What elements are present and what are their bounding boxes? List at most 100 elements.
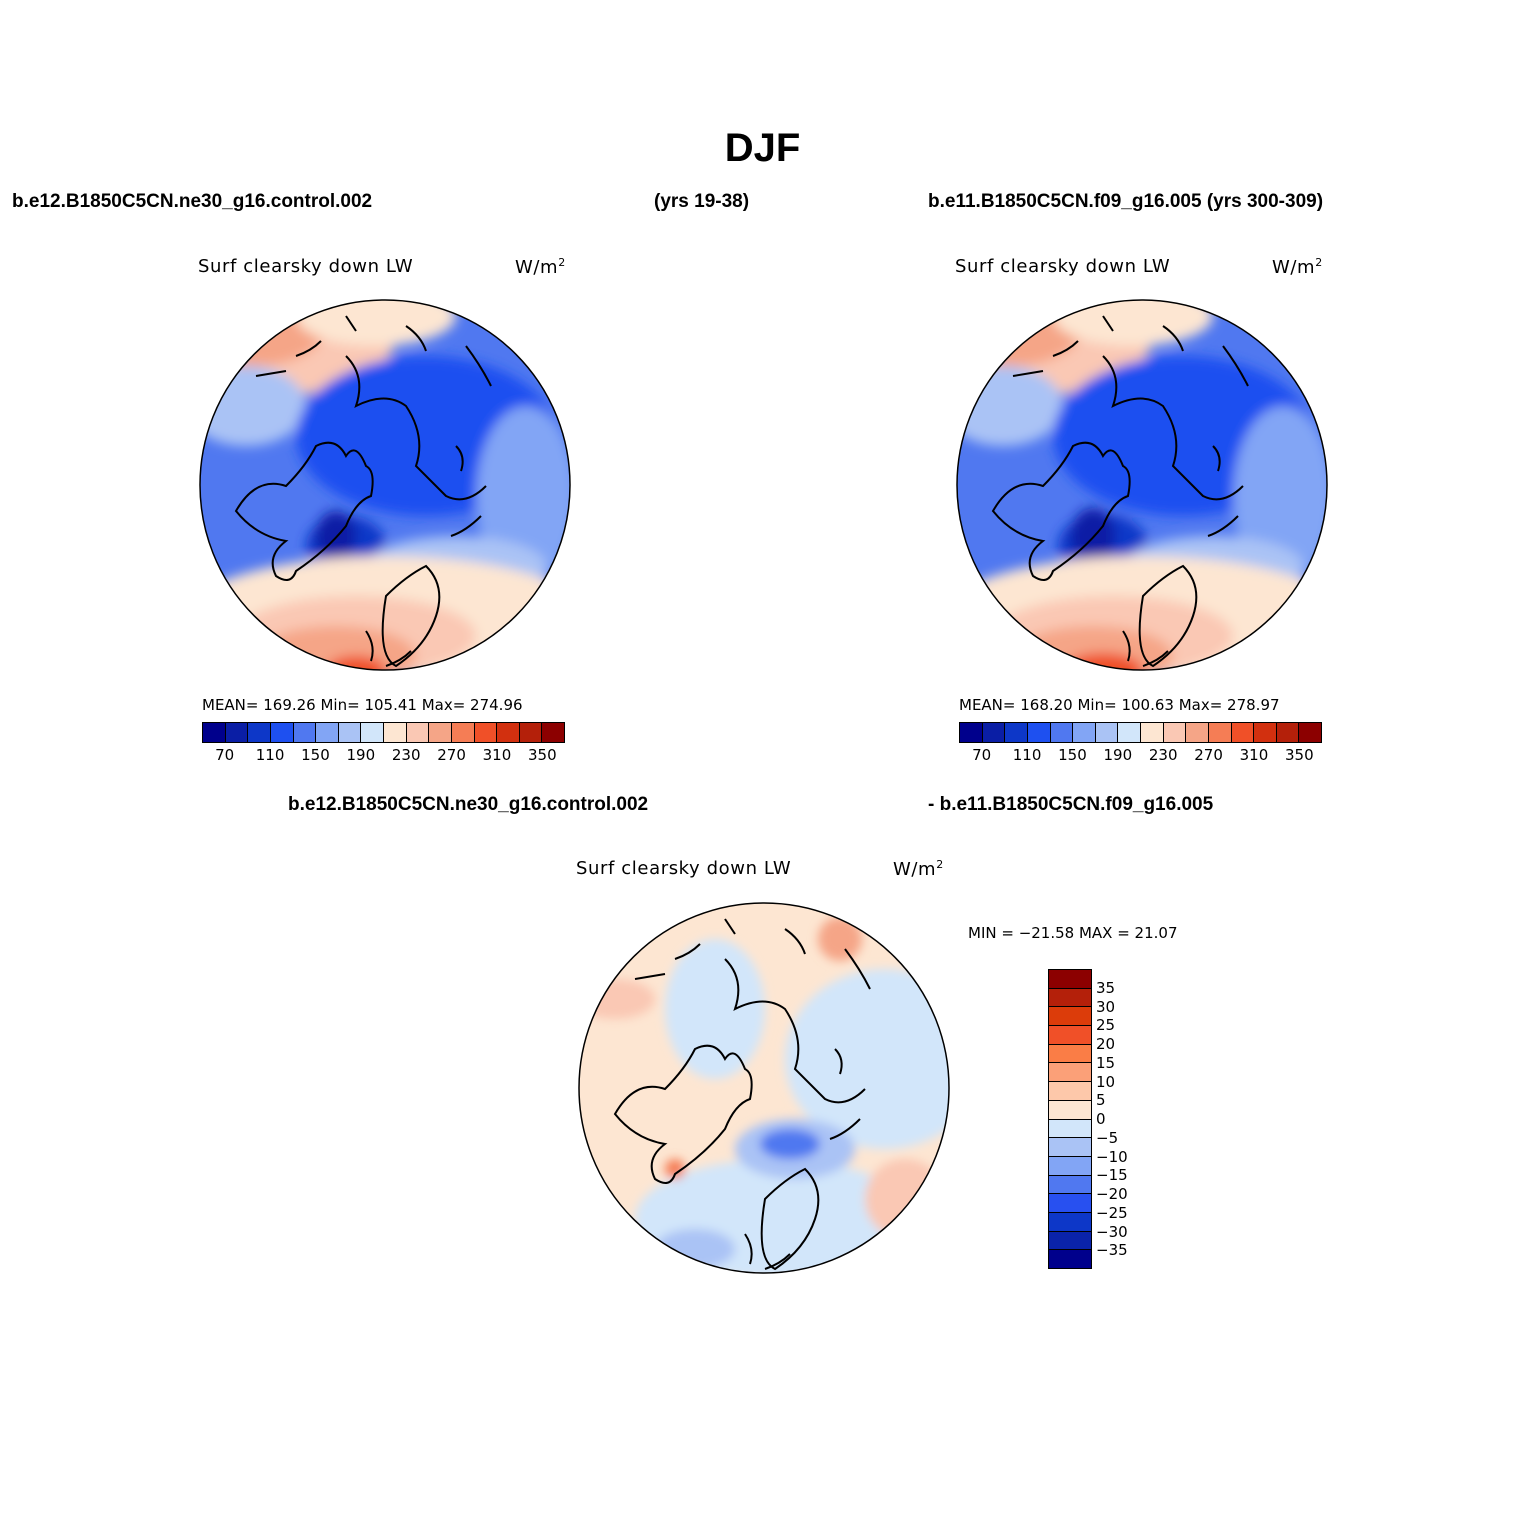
case2-name: b.e11.B1850C5CN.f09_g16.005 (yrs 300-309…: [928, 191, 1324, 212]
colorbar-box: [1049, 1100, 1091, 1120]
colorbar-box: [519, 723, 543, 742]
colorbar-box: [203, 723, 226, 742]
panel3-field: [579, 903, 949, 1273]
colorbar-box: [1186, 723, 1209, 742]
panel2-colorbar: [959, 722, 1322, 743]
colorbar-tick-label: 150: [1058, 746, 1087, 764]
colorbar-box: [338, 723, 362, 742]
case1-years: (yrs 19-38): [654, 191, 750, 212]
panel3-coastlines: [613, 918, 871, 1271]
colorbar-tick-label: 25: [1096, 1016, 1116, 1035]
colorbar-box: [1049, 1175, 1091, 1195]
diff-case1-name: b.e12.B1850C5CN.ne30_g16.control.002: [288, 794, 649, 815]
panel1-coastlines: [234, 315, 492, 668]
colorbar-box: [1049, 1063, 1091, 1083]
colorbar-box: [1049, 1007, 1091, 1027]
colorbar-tick-label: 30: [1096, 997, 1116, 1016]
colorbar-box: [406, 723, 430, 742]
colorbar-tick-label: 270: [437, 746, 466, 764]
panel3-colorbar: [1048, 969, 1092, 1269]
colorbar-box: [1027, 723, 1051, 742]
panel3-units: W/m2: [893, 858, 944, 880]
colorbar-box: [1095, 723, 1119, 742]
panel2-colorbar-labels: 70 110 150 190 230 270 310 350: [959, 746, 1322, 766]
colorbar-tick-label: 70: [972, 746, 992, 764]
panel2-coastlines: [991, 315, 1249, 668]
colorbar-tick-label: 70: [215, 746, 235, 764]
panel1-colorbar-labels: 70 110 150 190 230 270 310 350: [202, 746, 565, 766]
colorbar-box: [1005, 723, 1028, 742]
colorbar-box: [248, 723, 271, 742]
colorbar-box: [1141, 723, 1164, 742]
colorbar-box: [1231, 723, 1255, 742]
colorbar-tick-label: 230: [1148, 746, 1178, 764]
panel3-colorbar-labels: 35 30 25 20 15 10 5 0 −5 −10 −15 −20 −25 −30 −35: [1096, 969, 1156, 1269]
colorbar-box: [451, 723, 475, 742]
colorbar-tick-label: −25: [1096, 1203, 1128, 1222]
colorbar-box: [497, 723, 520, 742]
colorbar-box: [293, 723, 317, 742]
panel1-variable: Surf clearsky down LW: [198, 256, 414, 277]
colorbar-tick-label: 35: [1096, 978, 1116, 997]
colorbar-box: [1049, 1231, 1091, 1251]
colorbar-tick-label: 0: [1096, 1110, 1106, 1128]
panel3-stats: MIN = −21.58 MAX = 21.07: [968, 924, 1178, 942]
colorbar-tick-label: 15: [1096, 1053, 1116, 1072]
colorbar-box: [474, 723, 498, 742]
colorbar-tick-label: −10: [1096, 1147, 1128, 1166]
colorbar-box: [1049, 970, 1091, 989]
colorbar-tick-label: 5: [1096, 1091, 1106, 1110]
case1-name: b.e12.B1850C5CN.ne30_g16.control.002: [12, 191, 373, 212]
colorbar-box: [384, 723, 407, 742]
colorbar-box: [270, 723, 294, 742]
colorbar-box: [1049, 1194, 1091, 1213]
colorbar-tick-label: 150: [301, 746, 330, 764]
panel1-colorbar: [202, 722, 565, 743]
colorbar-box: [225, 723, 249, 742]
colorbar-box: [1299, 723, 1321, 742]
colorbar-tick-label: 310: [1239, 746, 1269, 764]
diff-case2-name: - b.e11.B1850C5CN.f09_g16.005: [928, 794, 1214, 815]
colorbar-tick-label: 190: [346, 746, 376, 764]
colorbar-box: [1254, 723, 1277, 742]
panel1-units: W/m2: [515, 256, 566, 278]
colorbar-box: [1073, 723, 1096, 742]
panel2-stats: MEAN= 168.20 Min= 100.63 Max= 278.97: [959, 696, 1280, 714]
colorbar-tick-label: −20: [1096, 1185, 1128, 1203]
colorbar-box: [316, 723, 339, 742]
panel2-map: [956, 299, 1328, 671]
colorbar-box: [1049, 1119, 1091, 1139]
colorbar-box: [1049, 1156, 1091, 1176]
colorbar-box: [429, 723, 452, 742]
colorbar-box: [1163, 723, 1187, 742]
colorbar-tick-label: 190: [1103, 746, 1133, 764]
colorbar-tick-label: 230: [391, 746, 421, 764]
colorbar-box: [1276, 723, 1300, 742]
panel1-map: [199, 299, 571, 671]
colorbar-tick-label: 20: [1096, 1035, 1116, 1053]
panel1-stats: MEAN= 169.26 Min= 105.41 Max= 274.96: [202, 696, 523, 714]
colorbar-tick-label: 310: [482, 746, 512, 764]
colorbar-box: [542, 723, 564, 742]
colorbar-box: [1049, 1250, 1091, 1268]
colorbar-tick-label: −30: [1096, 1222, 1128, 1241]
colorbar-tick-label: 350: [1284, 746, 1314, 764]
colorbar-tick-label: −15: [1096, 1166, 1128, 1185]
colorbar-box: [361, 723, 384, 742]
panel3-variable: Surf clearsky down LW: [576, 858, 792, 879]
colorbar-tick-label: −5: [1096, 1128, 1119, 1147]
panel3-map: [578, 902, 950, 1274]
colorbar-box: [1049, 988, 1091, 1008]
colorbar-tick-label: 270: [1194, 746, 1223, 764]
colorbar-box: [960, 723, 983, 742]
panel2-field: [957, 300, 1327, 670]
panel2-units: W/m2: [1272, 256, 1323, 278]
panel1-field: [200, 300, 570, 670]
colorbar-box: [1049, 1212, 1091, 1232]
colorbar-box: [1049, 1082, 1091, 1101]
colorbar-tick-label: −35: [1096, 1241, 1128, 1260]
colorbar-box: [1118, 723, 1141, 742]
colorbar-box: [1049, 1026, 1091, 1045]
colorbar-box: [1049, 1138, 1091, 1157]
colorbar-box: [1049, 1044, 1091, 1064]
